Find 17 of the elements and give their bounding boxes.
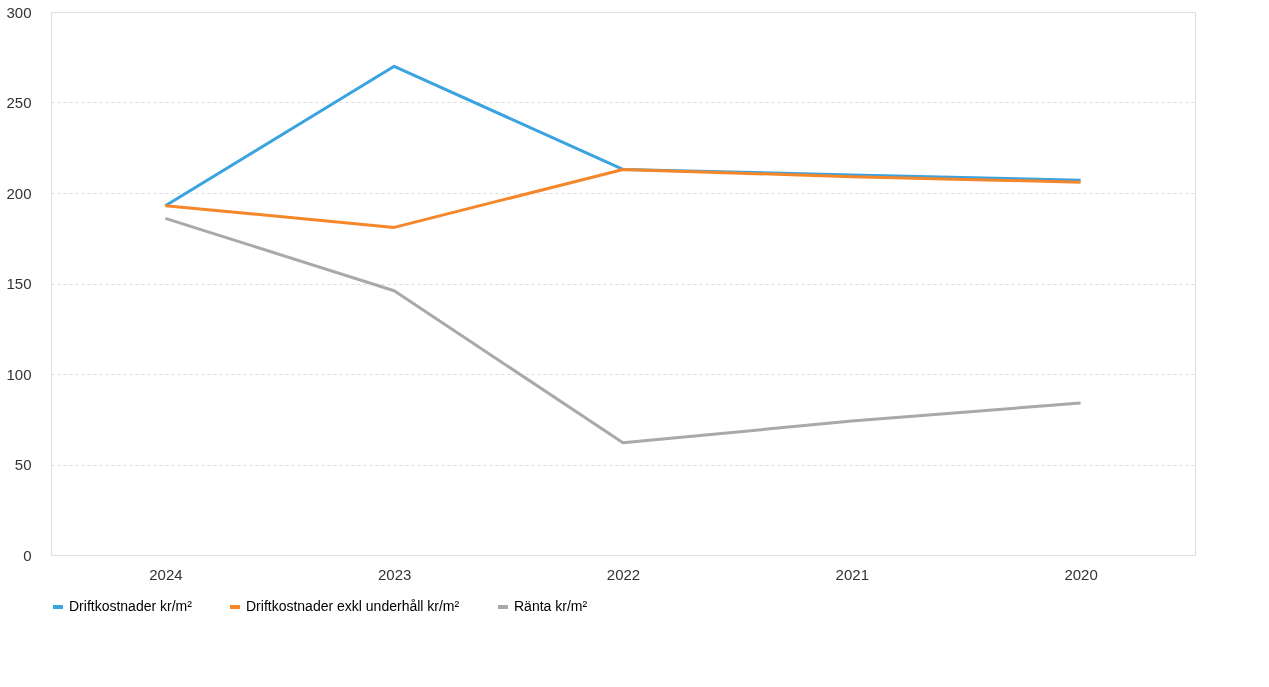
y-tick-label: 300 — [6, 3, 32, 21]
x-tick-label: 2020 — [1064, 565, 1098, 583]
legend-label: Driftkostnader exkl underhåll kr/m² — [246, 598, 460, 614]
y-tick-label: 50 — [14, 456, 32, 473]
y-tick-label: 0 — [23, 546, 32, 564]
x-tick-label: 2024 — [149, 565, 183, 583]
y-tick-label: 150 — [6, 275, 32, 292]
x-tick-label: 2023 — [378, 565, 412, 583]
y-tick-label: 200 — [6, 184, 32, 202]
legend-label: Driftkostnader kr/m² — [69, 598, 193, 614]
legend-label: Ränta kr/m² — [514, 598, 588, 614]
line-series — [163, 216, 1083, 445]
x-tick-label: 2021 — [835, 565, 869, 583]
y-tick-label: 250 — [6, 94, 32, 111]
y-tick-label: 100 — [6, 365, 32, 383]
line-series — [163, 167, 1083, 229]
x-tick-label: 2022 — [606, 565, 641, 583]
